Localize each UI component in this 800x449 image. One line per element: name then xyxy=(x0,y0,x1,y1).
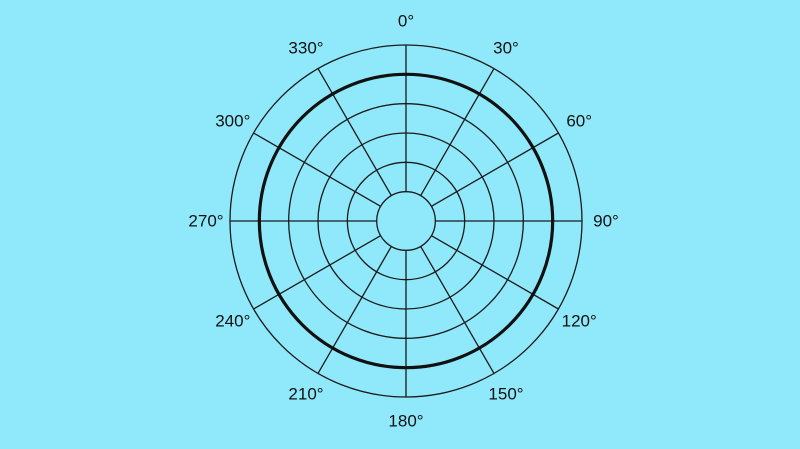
angle-labels: 0° 30° 60° 90° 120° 150° 180° 210° 240° 270° 300° 3… xyxy=(188,12,618,431)
grid-spoke-60 xyxy=(431,132,559,207)
grid-spokes xyxy=(230,45,582,397)
angle-label-90: 90° xyxy=(593,212,619,231)
angle-label-60: 60° xyxy=(566,112,592,131)
angle-label-330: 330° xyxy=(288,38,323,57)
angle-label-150: 150° xyxy=(488,385,523,404)
grid-spoke-240 xyxy=(253,235,381,310)
angle-label-180: 180° xyxy=(388,412,423,431)
grid-spoke-300 xyxy=(253,132,381,207)
grid-spoke-30 xyxy=(420,68,495,196)
pattern-layer xyxy=(257,72,555,370)
grid-spoke-330 xyxy=(317,68,392,196)
grid-spoke-120 xyxy=(431,235,559,310)
angle-label-120: 120° xyxy=(562,312,597,331)
angle-label-270: 270° xyxy=(188,212,223,231)
angle-label-240: 240° xyxy=(215,312,250,331)
grid-spoke-210 xyxy=(317,246,392,374)
grid-spoke-150 xyxy=(420,246,495,374)
angle-label-0: 0° xyxy=(398,12,414,31)
angle-label-210: 210° xyxy=(288,385,323,404)
angle-label-30: 30° xyxy=(493,38,519,57)
grid-ring-1 xyxy=(376,191,436,251)
angle-label-300: 300° xyxy=(215,112,250,131)
pattern-series-0 xyxy=(257,72,555,370)
